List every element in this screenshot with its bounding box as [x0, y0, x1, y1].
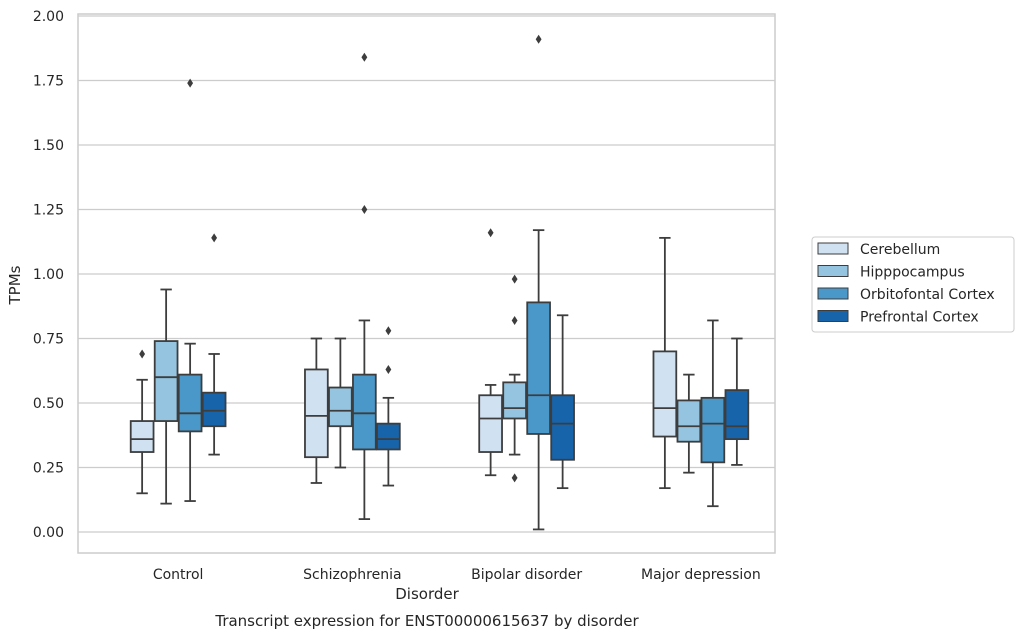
box-0-3 — [201, 233, 227, 456]
y-tick-labels: 0.00 0.25 0.50 0.75 1.00 1.25 1.50 1.75 2.00 — [33, 9, 64, 541]
box-0-1 — [153, 288, 179, 505]
y-tick-label: 0.75 — [33, 332, 64, 348]
iqr-box — [526, 301, 551, 435]
outlier-point — [385, 326, 392, 336]
outlier-point — [139, 349, 146, 359]
y-tick-label: 0.50 — [33, 396, 64, 412]
legend: Cerebellum Hipppocampus Orbitofontal Corte… — [811, 236, 1015, 333]
outlier-point — [361, 205, 368, 214]
legend-label: Cerebellum — [860, 242, 940, 258]
outlier-point — [487, 228, 494, 238]
legend-frame — [811, 236, 1015, 333]
iqr-box — [352, 373, 377, 451]
x-tick-label: Major depression — [641, 567, 761, 583]
box-0-0 — [129, 349, 155, 495]
outlier-point — [361, 52, 368, 62]
outlier-point — [187, 78, 194, 88]
legend-swatch — [817, 242, 849, 255]
iqr-box — [676, 399, 702, 443]
iqr-box — [478, 394, 503, 453]
outlier-point — [511, 473, 518, 483]
box-0-2 — [177, 78, 203, 502]
outlier-point — [511, 274, 518, 284]
iqr-box — [201, 391, 227, 428]
iqr-box — [304, 368, 329, 459]
y-tick-label: 1.75 — [33, 74, 64, 90]
y-tick-label: 0.00 — [33, 525, 64, 541]
y-tick-label: 1.50 — [33, 138, 64, 154]
x-tick-label: Schizophrenia — [303, 567, 401, 583]
y-axis-label: TPMs — [6, 265, 24, 305]
outlier-point — [511, 315, 518, 325]
legend-swatch — [817, 310, 849, 322]
box-3-0 — [652, 236, 678, 490]
y-tick-label: 1.25 — [33, 203, 64, 219]
legend-items: Cerebellum Hipppocampus Orbitofontal Corte… — [817, 242, 995, 326]
y-tick-label: 2.00 — [33, 9, 64, 25]
box-2-3 — [550, 314, 575, 490]
iqr-box — [724, 389, 750, 441]
iqr-box — [652, 350, 678, 438]
boxes-layer — [129, 34, 750, 531]
x-axis-label: Disorder — [395, 585, 459, 603]
iqr-box — [129, 420, 155, 453]
box-1-0 — [304, 337, 329, 484]
legend-item: Hipppocampus — [817, 265, 965, 281]
outlier-point — [211, 233, 218, 243]
x-tick-label: Bipolar disorder — [471, 567, 582, 583]
outlier-point — [535, 34, 542, 44]
iqr-box — [328, 386, 353, 428]
iqr-box — [177, 373, 203, 433]
grid-lines — [78, 15, 775, 533]
iqr-box — [502, 381, 527, 420]
legend-item: Prefrontal Cortex — [817, 310, 979, 326]
x-tick-label: Control — [153, 567, 204, 583]
legend-swatch — [817, 287, 849, 300]
legend-label: Orbitofontal Cortex — [860, 287, 995, 303]
legend-swatch — [817, 265, 849, 277]
box-1-3 — [376, 326, 401, 487]
box-3-2 — [700, 319, 726, 508]
legend-item: Orbitofontal Cortex — [817, 287, 995, 303]
box-3-1 — [676, 373, 702, 474]
box-1-1 — [328, 337, 353, 469]
outlier-point — [385, 364, 392, 374]
box-3-3 — [724, 337, 750, 466]
legend-label: Hipppocampus — [860, 265, 965, 281]
iqr-box — [376, 422, 401, 451]
iqr-box — [550, 394, 575, 461]
box-2-1 — [502, 274, 527, 483]
y-tick-label: 0.25 — [33, 461, 64, 477]
y-tick-label: 1.00 — [33, 267, 64, 283]
box-1-2 — [352, 52, 377, 520]
iqr-box — [700, 396, 726, 464]
chart-caption: Transcript expression for ENST0000061563… — [214, 612, 639, 630]
legend-label: Prefrontal Cortex — [860, 310, 979, 326]
iqr-box — [153, 340, 179, 422]
box-2-0 — [478, 228, 503, 477]
box-2-2 — [526, 34, 551, 531]
x-tick-labels: Control Schizophrenia Bipolar disorder Majo… — [153, 567, 761, 583]
legend-item: Cerebellum — [817, 242, 940, 258]
plot-area-frame — [77, 13, 776, 554]
